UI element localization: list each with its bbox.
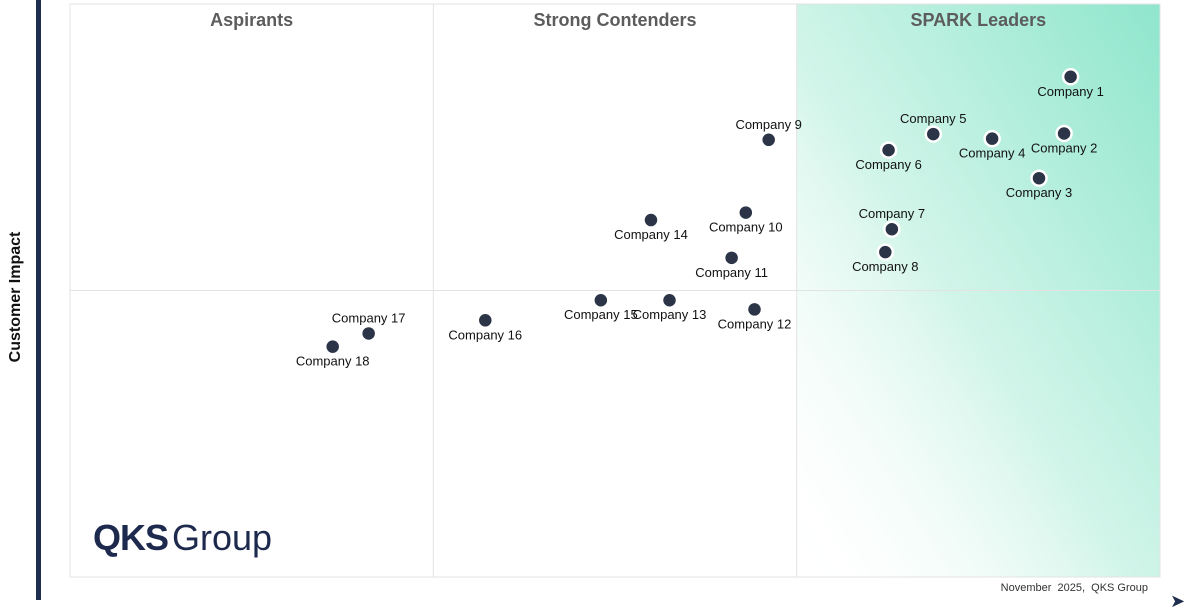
point-label-company-12: Company 12 (718, 316, 792, 331)
data-point-company-9[interactable] (759, 131, 778, 149)
data-point-company-7[interactable] (883, 220, 901, 238)
quadrant-title-spark-leaders: SPARK Leaders (910, 10, 1046, 30)
data-point-company-11[interactable] (722, 249, 741, 267)
point-label-company-6: Company 6 (855, 157, 921, 172)
data-point-company-6[interactable] (879, 141, 898, 159)
point-label-company-9: Company 9 (735, 117, 801, 132)
point-label-company-8: Company 8 (852, 259, 918, 274)
point-label-company-16: Company 16 (448, 327, 522, 342)
qks-group-logo: QKS Group (93, 517, 272, 563)
data-point-company-2[interactable] (1055, 124, 1073, 143)
data-point-company-4[interactable] (983, 129, 1001, 148)
data-point-company-3[interactable] (1030, 169, 1048, 187)
point-label-company-5: Company 5 (900, 111, 966, 126)
point-label-company-14: Company 14 (614, 227, 688, 242)
point-label-company-1: Company 1 (1037, 84, 1103, 99)
data-point-company-16[interactable] (476, 311, 495, 330)
data-point-company-14[interactable] (642, 211, 660, 229)
data-point-company-10[interactable] (737, 203, 755, 222)
point-label-company-11: Company 11 (695, 265, 768, 280)
footer-note: November 2025, QKS Group (1000, 582, 1148, 594)
point-label-company-2: Company 2 (1031, 140, 1097, 155)
point-label-company-10: Company 10 (709, 220, 783, 235)
point-label-company-13: Company 13 (633, 307, 707, 322)
data-point-company-17[interactable] (359, 324, 378, 343)
y-axis-line (36, 0, 41, 600)
point-label-company-4: Company 4 (959, 146, 1025, 161)
data-point-company-1[interactable] (1061, 68, 1080, 86)
x-axis-arrow-icon: ➤ (1170, 591, 1186, 611)
data-point-company-13[interactable] (660, 291, 679, 309)
point-label-company-18: Company 18 (296, 354, 370, 369)
point-label-company-3: Company 3 (1006, 185, 1072, 200)
quadrant-title-strong-contenders: Strong Contenders (533, 10, 696, 30)
logo-light-text: Group (172, 517, 273, 558)
point-label-company-15: Company 15 (564, 307, 638, 322)
point-label-company-7: Company 7 (859, 206, 925, 221)
logo-strong-text: QKS (93, 517, 169, 558)
point-label-company-17: Company 17 (332, 310, 406, 325)
data-point-company-8[interactable] (876, 243, 895, 261)
data-point-company-12[interactable] (745, 300, 764, 319)
data-point-company-5[interactable] (924, 125, 943, 143)
data-point-company-18[interactable] (323, 337, 342, 356)
quadrant-title-aspirants: Aspirants (210, 10, 293, 30)
data-point-company-15[interactable] (592, 291, 610, 309)
